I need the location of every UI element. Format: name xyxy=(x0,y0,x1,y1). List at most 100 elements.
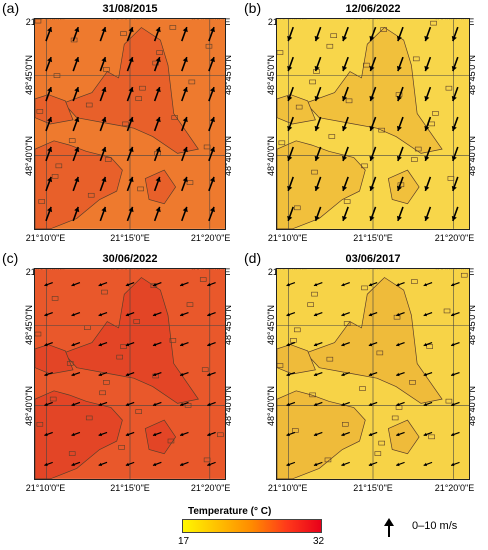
parcel-outline xyxy=(374,451,382,456)
wind-arrow xyxy=(342,146,349,162)
parcel-outline xyxy=(68,138,76,143)
parcel-outline xyxy=(68,451,76,456)
wind-arrow xyxy=(181,176,188,192)
wind-arrow xyxy=(207,371,216,377)
parcel-outline xyxy=(133,319,140,324)
wind-arrow xyxy=(423,401,433,407)
land-cover-patch xyxy=(277,140,366,229)
wind-arrow xyxy=(125,401,135,407)
temperature-map xyxy=(34,18,226,230)
x-tick-label: 21°20'0"E xyxy=(190,483,231,493)
wind-arrow xyxy=(423,431,433,437)
wind-arrow xyxy=(208,116,215,132)
x-tick-label: 21°10'0"E xyxy=(267,233,308,243)
parcel-outline xyxy=(409,380,416,385)
wind-arrow xyxy=(396,341,405,347)
x-tick-label: 21°15'0"E xyxy=(110,483,150,493)
wind-arrow xyxy=(423,341,433,347)
wind-arrow xyxy=(125,282,135,287)
wind-arrow xyxy=(126,26,134,42)
wind-arrow xyxy=(396,146,404,162)
wind-arrow xyxy=(451,86,459,102)
wind-arrow xyxy=(72,116,80,132)
wind-arrow xyxy=(208,86,215,102)
wind-arrow xyxy=(287,146,294,162)
x-tick-label: 21°20'0"E xyxy=(434,233,475,243)
wind-arrow xyxy=(125,311,135,317)
parcel-outline xyxy=(51,174,59,179)
wind-arrow xyxy=(287,56,294,72)
wind-arrow xyxy=(313,371,323,377)
wind-arrow xyxy=(44,282,53,287)
wind-arrow xyxy=(341,461,350,467)
wind-arrow xyxy=(72,26,80,42)
parcel-outline xyxy=(135,409,142,414)
parcel-outline xyxy=(361,163,368,169)
wind-arrow xyxy=(368,431,378,437)
wind-arrow xyxy=(369,206,377,222)
parcel-outline xyxy=(378,440,385,446)
wind-arrow xyxy=(44,341,53,347)
wind-arrow xyxy=(99,56,107,72)
wind-arrow xyxy=(152,311,162,317)
wind-arrow xyxy=(341,401,350,407)
wind-arrow xyxy=(341,311,350,317)
parcel-outline xyxy=(186,302,194,307)
parcel-outline xyxy=(103,380,110,385)
legend-max-value: 32 xyxy=(313,536,325,547)
wind-arrow xyxy=(71,282,81,287)
wind-arrow xyxy=(207,282,216,287)
wind-arrow xyxy=(396,371,405,377)
wind-arrow xyxy=(153,206,161,222)
wind-arrow xyxy=(44,401,53,407)
land-cover-patch xyxy=(144,169,177,205)
parcel-outline xyxy=(380,27,387,32)
wind-arrow xyxy=(424,176,432,192)
wind-arrow xyxy=(368,371,378,377)
wind-arrow xyxy=(369,176,377,192)
parcel-outline xyxy=(66,361,74,366)
parcel-outline xyxy=(38,199,45,204)
wind-arrow xyxy=(313,431,323,437)
wind-arrow xyxy=(45,176,53,192)
wind-arrow xyxy=(313,281,323,287)
wind-arrow xyxy=(342,26,349,42)
wind-arrow xyxy=(396,86,404,102)
wind-arrow xyxy=(423,311,433,317)
temperature-map xyxy=(276,18,470,230)
wind-arrow xyxy=(72,146,80,162)
parcel-outline xyxy=(460,272,468,278)
wind-arrow xyxy=(152,371,162,377)
wind-arrow xyxy=(451,56,459,72)
wind-arrow xyxy=(368,281,378,287)
parcel-outline xyxy=(426,344,433,349)
wind-arrow xyxy=(181,116,188,132)
wind-arrow xyxy=(341,371,350,377)
wind-arrow xyxy=(424,116,432,132)
parcel-outline xyxy=(432,111,439,116)
wind-arrow xyxy=(181,26,188,42)
parcel-outline xyxy=(36,109,44,114)
parcel-outline xyxy=(85,102,93,108)
parcel-outline xyxy=(49,396,57,402)
parcel-outline xyxy=(116,354,123,360)
wind-scale-label: 0–10 m/s xyxy=(412,520,458,532)
wind-arrow xyxy=(341,431,350,437)
wind-arrow xyxy=(125,371,135,377)
temperature-map xyxy=(34,268,226,480)
parcel-outline xyxy=(445,398,453,404)
wind-arrow xyxy=(71,431,81,437)
wind-arrow xyxy=(287,116,294,132)
wind-arrow xyxy=(71,461,81,467)
wind-arrow xyxy=(369,26,377,42)
wind-arrow xyxy=(396,431,405,437)
wind-arrow xyxy=(342,56,349,72)
wind-arrow xyxy=(179,341,189,347)
parcel-outline xyxy=(103,67,110,72)
parcel-outline xyxy=(361,285,368,291)
land-cover-patch xyxy=(277,390,366,479)
panel-letter: (c) xyxy=(2,250,19,266)
wind-arrow xyxy=(45,86,53,102)
wind-arrow xyxy=(314,26,322,42)
wind-arrow xyxy=(98,461,108,467)
